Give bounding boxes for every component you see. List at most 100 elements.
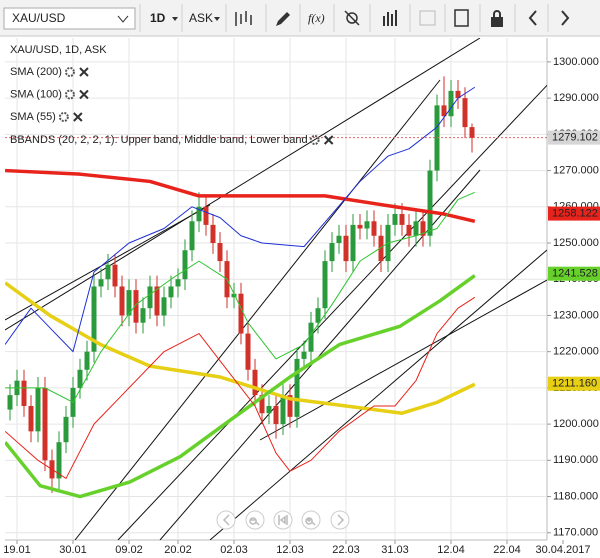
price-marker-label: 1241.528 xyxy=(552,268,598,280)
candle-body xyxy=(399,214,405,225)
candle-body xyxy=(329,243,335,262)
candle-body xyxy=(168,286,174,298)
candle-body xyxy=(161,297,167,316)
chart-nav xyxy=(216,510,350,530)
caret xyxy=(117,15,129,23)
caret xyxy=(214,17,220,21)
x-tick-label: 22.03 xyxy=(332,544,360,556)
prev-button[interactable] xyxy=(528,10,537,26)
candle-body xyxy=(462,98,468,128)
remove-icon[interactable] xyxy=(323,135,334,145)
x-tick-label: 20.02 xyxy=(164,544,192,556)
x-tick-label: 19.01 xyxy=(3,544,31,556)
candle-body xyxy=(231,293,237,298)
candle-body xyxy=(252,369,258,396)
indicator-label: BBANDS (20, 2, 2, 1): xyxy=(10,134,118,146)
settings-icon[interactable] xyxy=(58,112,69,122)
y-tick-label: 1200.000 xyxy=(553,418,599,430)
indicator-line xyxy=(5,296,476,479)
settings-icon[interactable] xyxy=(309,135,320,145)
y-tick-label: 1270.000 xyxy=(553,164,599,176)
nav-glyph xyxy=(278,515,288,525)
candle-body xyxy=(427,170,433,236)
calendar-icon[interactable] xyxy=(419,10,436,26)
candle-body xyxy=(154,286,160,316)
candle-body xyxy=(112,264,118,287)
x-tick-label: 30.01 xyxy=(59,544,87,556)
candle-body xyxy=(56,442,62,479)
x-tick-label: 31.03 xyxy=(381,544,409,556)
function-icon[interactable]: f(x) xyxy=(308,11,325,25)
candle-body xyxy=(238,293,244,334)
candle-body xyxy=(7,395,13,410)
candle-body xyxy=(371,221,377,236)
candle-body xyxy=(28,405,34,432)
candle-body xyxy=(77,369,83,388)
next-button[interactable] xyxy=(561,10,570,26)
symbol-select[interactable] xyxy=(3,7,136,30)
price-marker-label: 1279.102 xyxy=(552,132,598,144)
candle-body xyxy=(294,358,300,417)
candle-body xyxy=(175,279,181,287)
nav-button[interactable] xyxy=(330,510,350,530)
candle-body xyxy=(301,351,307,359)
remove-icon[interactable] xyxy=(79,89,89,100)
legend-entry: SMA (55) xyxy=(10,111,56,123)
nav-glyph xyxy=(222,514,230,526)
x-tick-label: 12.03 xyxy=(276,544,304,556)
calculator-icon[interactable] xyxy=(454,9,469,27)
candle-body xyxy=(217,243,223,262)
bars-icon[interactable] xyxy=(383,10,397,26)
price-marker xyxy=(548,266,600,281)
candle-body xyxy=(336,235,342,244)
pencil-icon[interactable] xyxy=(276,12,290,26)
candle-body xyxy=(273,405,279,425)
candle-body xyxy=(420,221,426,236)
candle-body xyxy=(455,90,461,99)
separators xyxy=(139,4,549,32)
price-marker xyxy=(548,130,600,145)
candle-body xyxy=(42,387,48,461)
lock-icon[interactable] xyxy=(491,10,503,27)
period[interactable]: 1D xyxy=(150,11,166,25)
y-tick-label: 1180.000 xyxy=(553,490,598,502)
nav-button[interactable] xyxy=(216,510,236,530)
price-marker-label: 1211.160 xyxy=(552,378,597,390)
candle-body xyxy=(196,206,202,222)
price-marker xyxy=(548,376,600,391)
candle-body xyxy=(91,286,97,352)
x-tick-label: 22.04 xyxy=(493,544,521,556)
legend-entry: Middle band, xyxy=(184,134,247,146)
symbol: XAU/USD xyxy=(12,11,66,25)
candle-body xyxy=(280,395,286,425)
settings-icon[interactable] xyxy=(64,67,75,77)
candle-body xyxy=(392,214,398,225)
indicator-line xyxy=(5,191,475,403)
candle-body xyxy=(245,333,251,370)
y-tick-label: 1170.000 xyxy=(553,527,598,539)
x-tick-label: 02.03 xyxy=(220,544,248,556)
price-side[interactable]: ASK xyxy=(189,11,213,25)
candle-body xyxy=(448,90,454,117)
candle-icon[interactable] xyxy=(235,11,252,26)
candle-body xyxy=(189,221,195,251)
candle-body xyxy=(259,395,265,414)
y-tick-label: 1290.000 xyxy=(553,92,599,104)
candle-body xyxy=(119,286,125,316)
candle-body xyxy=(182,250,188,280)
candle-body xyxy=(315,308,321,323)
trend-lines xyxy=(5,38,547,540)
nav-button[interactable] xyxy=(273,510,293,530)
caret xyxy=(172,17,178,21)
candle-body xyxy=(266,405,272,414)
remove-icon[interactable] xyxy=(73,112,83,122)
remove-icon[interactable] xyxy=(79,67,89,77)
compass-icon[interactable] xyxy=(344,10,360,26)
legend-entry: Upper band, xyxy=(121,134,182,146)
candle-body xyxy=(21,380,27,406)
candle-body xyxy=(126,290,132,316)
candle-body xyxy=(35,387,41,432)
candle-body xyxy=(203,206,209,225)
settings-icon[interactable] xyxy=(64,89,75,100)
